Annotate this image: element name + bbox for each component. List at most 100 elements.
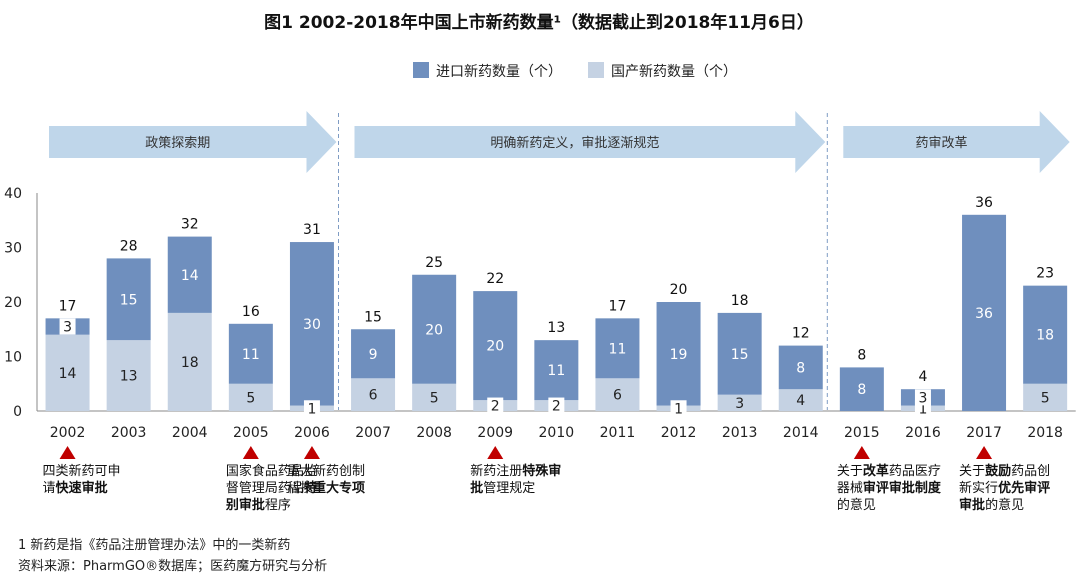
bar-imported: [839, 367, 884, 411]
bar-total-label: 15: [364, 309, 382, 325]
bar-total-label: 23: [1036, 266, 1054, 282]
bar-domestic: [45, 334, 90, 411]
bar-group-2011: 6 11 17: [595, 298, 640, 411]
annotation-segment: 重大专项: [313, 480, 365, 496]
label-imported: 36: [975, 306, 993, 322]
bar-imported: [289, 242, 334, 406]
y-tick-label: 40: [4, 186, 22, 202]
label-domestic: 5: [246, 390, 255, 406]
annotation-line: 别审批程序: [225, 497, 291, 513]
annotation-segment: 关于: [959, 464, 985, 479]
bar-domestic: [412, 383, 457, 411]
bar-group-2012: 1 19 20: [656, 282, 701, 417]
footnote-definition: 1 新药是指《药品注册管理办法》中的一类新药: [18, 537, 290, 553]
annotation-line: 关于改革药品医疗: [837, 463, 941, 479]
bar-total-label: 4: [918, 369, 927, 385]
bar-group-2014: 4 8 12: [778, 326, 823, 411]
annotation-line: 的意见: [837, 497, 876, 513]
bar-imported: [1023, 285, 1068, 384]
label-imported: 11: [609, 341, 627, 357]
footnote-source: 资料来源：PharmGO®数据库；医药魔方研究与分析: [18, 558, 327, 574]
x-tick-label: 2014: [783, 425, 819, 441]
x-tick-label: 2015: [844, 425, 880, 441]
label-domestic: 1: [307, 401, 316, 417]
marker-triangle-icon: [242, 446, 259, 459]
annotation-segment: 关于: [837, 464, 863, 479]
annotation-segment: 国家食品药品监: [226, 463, 317, 479]
x-tick-label: 2008: [416, 425, 452, 441]
x-tick-label: 2018: [1027, 425, 1063, 441]
bar-imported: [106, 258, 151, 341]
label-background: [303, 400, 320, 417]
bar-total-label: 22: [486, 271, 504, 287]
annotation-segment: 药品创: [1011, 464, 1050, 479]
y-tick-label: 0: [13, 404, 22, 420]
annotation-line: 科技重大专项: [287, 480, 365, 496]
policy-phases: 政策探索期 明确新药定义，审批逐渐规范 药审改革: [49, 111, 1070, 410]
label-imported: 9: [369, 347, 378, 363]
annotation-segment: 器械: [837, 481, 863, 496]
bar-imported: [778, 345, 823, 390]
annotation-segment: 别审批: [225, 497, 265, 513]
bar-total-label: 16: [242, 304, 260, 320]
annotation-segment: 批: [470, 480, 483, 496]
annotation-line: 重大新药创制: [287, 463, 365, 479]
x-tick-label: 2006: [294, 425, 330, 441]
annotation-segment: 新实行: [959, 480, 998, 496]
bar-imported: [228, 323, 273, 384]
annotation-segment: 的意见: [837, 497, 876, 513]
bar-total-label: 18: [731, 293, 749, 309]
label-imported: 30: [303, 317, 321, 333]
annotation-line: 新药注册特殊审: [470, 463, 561, 479]
bar-imported: [717, 312, 762, 395]
bar-group-2008: 5 20 25: [412, 255, 457, 411]
annotation-segment: 程序: [265, 498, 291, 513]
annotation-segment: 快速审批: [56, 480, 108, 496]
x-tick-label: 2011: [600, 425, 636, 441]
annotation-segment: 改革: [863, 463, 889, 479]
label-imported: 11: [242, 347, 260, 363]
label-domestic: 18: [181, 355, 199, 371]
bar-group-2005: 5 11 16: [228, 304, 273, 411]
x-tick-label: 2002: [50, 425, 86, 441]
chart-title: 图1 2002-2018年中国上市新药数量¹（数据截止到2018年11月6日）: [264, 12, 814, 33]
label-domestic: 2: [552, 399, 561, 415]
bar-group-2004: 18 14 32: [167, 217, 212, 411]
x-tick-label: 2010: [539, 425, 575, 441]
annotation-line: 器械审评审批制度: [837, 480, 942, 496]
annotation-line: 关于鼓励药品创: [959, 463, 1050, 479]
x-tick-label: 2016: [905, 425, 941, 441]
label-domestic: 6: [369, 388, 378, 404]
x-tick-label: 2003: [111, 425, 147, 441]
label-imported: 19: [670, 347, 688, 363]
y-tick-label: 30: [4, 241, 22, 257]
label-domestic: 14: [59, 366, 77, 382]
label-domestic: 5: [1041, 390, 1050, 406]
bar-total-label: 36: [975, 195, 993, 211]
label-imported: 15: [731, 347, 749, 363]
phase-arrow: [843, 111, 1070, 173]
annotation-line: 新实行优先审评: [959, 480, 1050, 496]
phase-arrow: [354, 111, 826, 173]
bars: 1431713152818143251116130316915520252202…: [45, 195, 1068, 417]
annotation-segment: 四类新药可申: [43, 463, 121, 479]
x-tick-label: 2004: [172, 425, 208, 441]
label-imported: 20: [425, 322, 443, 338]
bar-total-label: 28: [120, 238, 138, 254]
bar-group-2003: 13 15 28: [106, 238, 151, 411]
bar-total-label: 20: [670, 282, 688, 298]
label-background: [914, 389, 931, 406]
label-domestic: 5: [430, 390, 439, 406]
label-background: [487, 397, 504, 414]
bar-group-2010: 2 11 13: [534, 320, 579, 415]
label-domestic: 3: [735, 396, 744, 412]
annotation-segment: 特: [304, 480, 317, 496]
phase-label: 药审改革: [915, 136, 967, 151]
label-background: [59, 318, 76, 335]
bar-imported: [473, 291, 518, 401]
bar-total-label: 32: [181, 217, 199, 233]
label-background: [670, 400, 687, 417]
x-tick-label: 2009: [477, 425, 513, 441]
